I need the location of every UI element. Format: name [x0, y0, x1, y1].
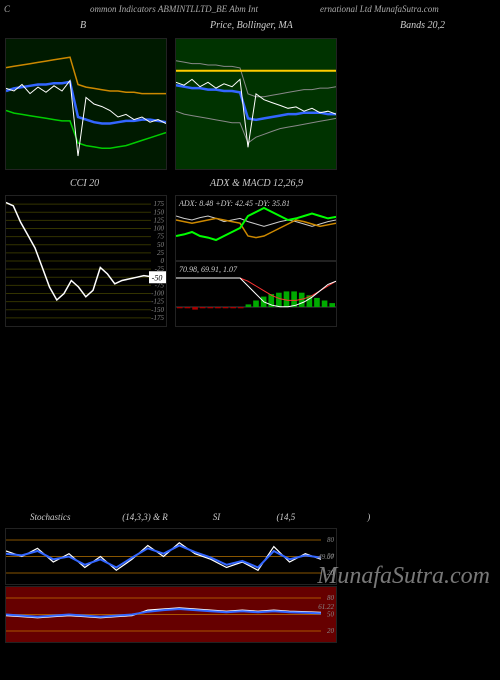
header-right: ernational Ltd MunafaSutra.com — [320, 4, 439, 14]
header-mid: ommon Indicators ABMINTLLTD_BE Abm Int — [90, 4, 258, 14]
svg-text:ADX: 8.48 +DY: 42.45 -DY: 35.: ADX: 8.48 +DY: 42.45 -DY: 35.81 — [178, 199, 290, 208]
svg-text:125: 125 — [154, 216, 165, 224]
title-b: B — [80, 20, 86, 31]
svg-text:-125: -125 — [151, 298, 164, 306]
svg-text:49.07: 49.07 — [318, 553, 334, 561]
cci-panel: 1751501251007550250-25-50-75-100-125-150… — [5, 195, 167, 327]
row2-titles: CCI 20 ADX & MACD 12,26,9 — [0, 178, 500, 194]
svg-text:20: 20 — [327, 627, 335, 635]
svg-text:61.22: 61.22 — [318, 603, 334, 611]
svg-text:50: 50 — [327, 611, 335, 619]
svg-text:-100: -100 — [151, 290, 164, 298]
svg-text:-175: -175 — [151, 314, 164, 322]
price-panel-right — [175, 38, 337, 170]
title-adx: ADX & MACD 12,26,9 — [210, 178, 303, 189]
svg-text:70.98, 69.91, 1.07: 70.98, 69.91, 1.07 — [179, 265, 238, 274]
svg-text:175: 175 — [154, 200, 165, 208]
title-cci: CCI 20 — [70, 178, 99, 189]
watermark: MunafaSutra.com — [317, 563, 490, 590]
svg-text:-50: -50 — [152, 273, 163, 282]
row1-titles: B Price, Bollinger, MA Bands 20,2 — [0, 20, 500, 36]
page-header: C ommon Indicators ABMINTLLTD_BE Abm Int… — [0, 0, 500, 20]
title-stoch: Stochastics (14,3,3) & R SI (14,5 ) — [30, 512, 370, 522]
svg-text:75: 75 — [157, 233, 165, 241]
svg-text:150: 150 — [154, 208, 165, 216]
svg-text:80: 80 — [327, 536, 335, 544]
price-panel-left — [5, 38, 167, 170]
macd-panel: 70.98, 69.91, 1.07 — [175, 261, 337, 327]
stochastics-panel: 80502049.07 — [5, 528, 337, 585]
svg-text:100: 100 — [154, 225, 165, 233]
svg-text:25: 25 — [157, 249, 165, 257]
row3-titles: Stochastics (14,3,3) & R SI (14,5 ) — [0, 512, 500, 528]
title-bands: Bands 20,2 — [400, 20, 445, 31]
header-left: C — [4, 4, 10, 14]
adx-panel: ADX: 8.48 +DY: 42.45 -DY: 35.81 — [175, 195, 337, 261]
svg-text:80: 80 — [327, 594, 335, 602]
svg-text:-150: -150 — [151, 306, 164, 314]
svg-text:0: 0 — [161, 257, 165, 265]
svg-text:50: 50 — [157, 241, 165, 249]
rsi-panel: 80 50 20 61.22 — [5, 586, 337, 643]
title-price: Price, Bollinger, MA — [210, 20, 293, 31]
